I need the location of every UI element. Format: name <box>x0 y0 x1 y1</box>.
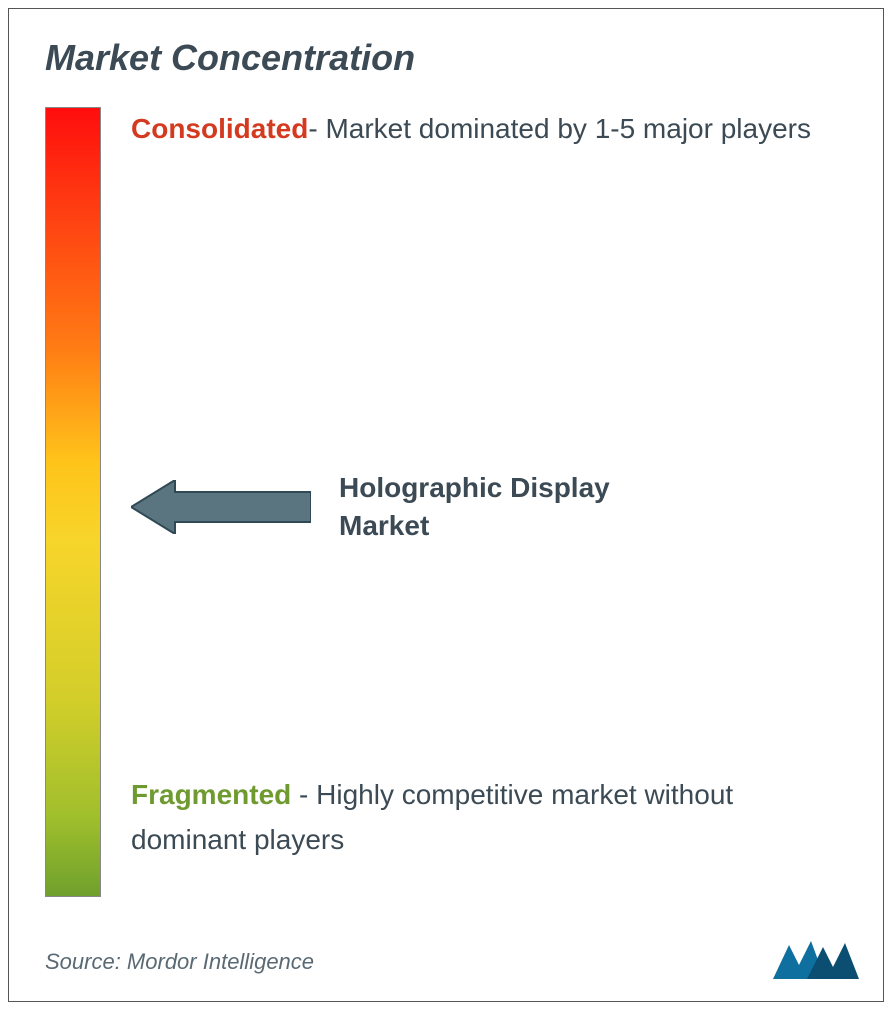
labels-column: Consolidated- Market dominated by 1-5 ma… <box>131 107 847 897</box>
fragmented-highlight: Fragmented <box>131 779 291 810</box>
diagram-frame: Market Concentration Consolidated- Marke… <box>8 8 884 1002</box>
source-attribution: Source: Mordor Intelligence <box>45 949 314 975</box>
diagram-title: Market Concentration <box>45 37 847 79</box>
market-name-label: Holographic Display Market <box>339 469 699 545</box>
diagram-content: Consolidated- Market dominated by 1-5 ma… <box>45 107 847 897</box>
concentration-gradient-bar <box>45 107 101 897</box>
consolidated-rest: - Market dominated by 1-5 major players <box>308 113 811 144</box>
fragmented-label: Fragmented - Highly competitive market w… <box>131 773 847 863</box>
consolidated-label: Consolidated- Market dominated by 1-5 ma… <box>131 107 847 152</box>
pointer-arrow-icon <box>131 480 311 534</box>
mordor-logo-icon <box>767 933 863 985</box>
consolidated-highlight: Consolidated <box>131 113 308 144</box>
market-position-row: Holographic Display Market <box>131 469 699 545</box>
